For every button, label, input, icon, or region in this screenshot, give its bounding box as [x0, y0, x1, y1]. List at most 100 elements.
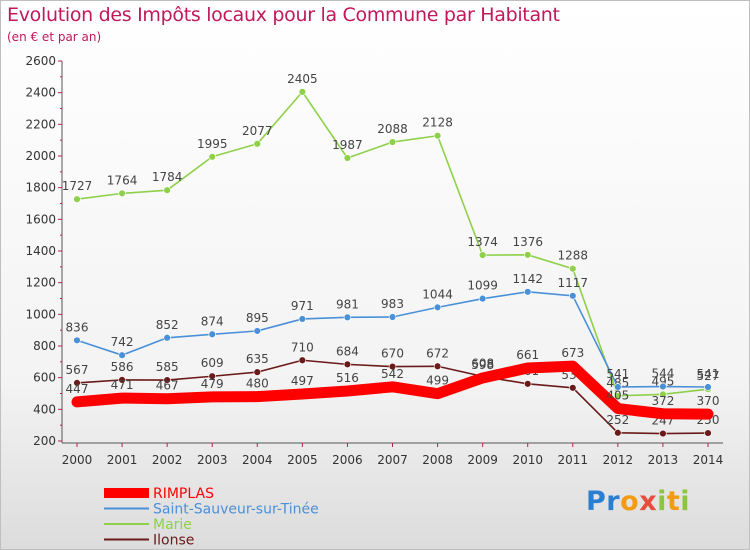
x-tick-label: 2001: [107, 453, 138, 467]
data-point: [433, 303, 442, 312]
data-point: [703, 409, 713, 419]
data-point: [388, 313, 397, 321]
data-point: [298, 356, 307, 364]
legend: RIMPLASSaint-Sauveur-sur-TinéeMarieIlons…: [104, 486, 319, 549]
data-point: [568, 361, 578, 371]
data-label: 684: [336, 344, 359, 358]
data-label: 586: [111, 360, 134, 374]
x-tick-label: 2007: [377, 453, 408, 467]
y-tick-label: 1200: [25, 276, 56, 290]
data-label: 983: [381, 297, 404, 311]
data-label: 516: [336, 371, 359, 385]
data-point: [208, 153, 216, 161]
data-point: [658, 409, 668, 419]
data-label: 1099: [467, 279, 498, 293]
logo-letter: x: [639, 486, 658, 517]
data-label: 598: [471, 358, 494, 372]
x-tick-label: 2009: [467, 453, 498, 467]
series-rimplas: 447 471 467 479 480 497 516 542 499 598 661 673 405 3…: [66, 346, 720, 420]
data-label: 1288: [558, 249, 589, 263]
data-label: 2405: [287, 72, 318, 86]
data-point: [478, 294, 487, 303]
data-point: [253, 368, 261, 376]
data-label: 608: [471, 356, 494, 370]
data-point: [433, 132, 442, 140]
data-label: 673: [561, 346, 584, 360]
data-point: [704, 383, 712, 391]
data-point: [524, 288, 532, 296]
data-label: 542: [381, 367, 404, 381]
data-label: 874: [201, 314, 224, 328]
data-label: 527: [697, 369, 720, 383]
data-point: [207, 392, 217, 402]
data-label: 609: [201, 356, 224, 370]
data-point: [208, 330, 216, 338]
data-point: [297, 389, 307, 399]
data-label: 480: [246, 377, 269, 391]
x-tick-label: 2000: [62, 453, 93, 467]
data-point: [253, 140, 261, 148]
data-label: 742: [111, 335, 134, 349]
data-label: 544: [651, 367, 674, 381]
logo-letter: o: [620, 486, 640, 517]
data-point: [163, 376, 171, 384]
data-label: 370: [697, 394, 720, 408]
data-point: [118, 351, 126, 359]
data-label: 2128: [422, 116, 453, 130]
data-label: 499: [426, 374, 449, 388]
logo-letter: t: [666, 486, 681, 517]
data-label: 541: [606, 367, 629, 381]
y-tick-label: 1800: [25, 181, 56, 195]
data-label: 495: [651, 374, 674, 388]
data-label: 471: [111, 378, 134, 392]
data-label: 567: [66, 363, 89, 377]
data-point: [388, 362, 397, 371]
x-tick-label: 2013: [648, 453, 679, 467]
legend-label: Ilonse: [153, 533, 194, 549]
data-label: 1376: [512, 235, 543, 249]
data-label: 1987: [332, 138, 363, 152]
y-tick-label: 2600: [25, 54, 56, 68]
data-point: [569, 292, 577, 300]
data-point: [704, 429, 712, 437]
data-point: [478, 251, 487, 259]
x-tick-label: 2010: [512, 453, 543, 467]
data-point: [343, 154, 352, 162]
data-label: 1784: [152, 170, 183, 184]
data-point: [252, 392, 262, 402]
data-label: 710: [291, 340, 314, 354]
logo-letter: i: [657, 486, 667, 517]
legend-label: RIMPLAS: [153, 486, 214, 502]
x-tick-label: 2005: [287, 453, 318, 467]
data-point: [478, 373, 488, 383]
data-label: 1727: [62, 179, 93, 193]
data-point: [162, 394, 172, 404]
logo-letter: P: [586, 486, 607, 517]
data-label: 541: [697, 367, 720, 381]
data-label: 447: [66, 382, 89, 396]
data-label: 971: [291, 299, 314, 313]
data-point: [163, 186, 171, 194]
data-point: [118, 376, 126, 384]
data-label: 2088: [377, 122, 408, 136]
x-tick-label: 2014: [693, 453, 724, 467]
chart-title: Evolution des Impôts locaux pour la Comm…: [7, 4, 560, 26]
data-point: [208, 372, 216, 380]
y-tick-label: 1000: [25, 307, 56, 321]
data-point: [73, 195, 81, 203]
data-label: 670: [381, 347, 404, 361]
y-tick-label: 2000: [25, 149, 56, 163]
data-label: 1044: [422, 287, 453, 301]
x-tick-label: 2004: [242, 453, 273, 467]
x-tick-label: 2002: [152, 453, 183, 467]
data-point: [523, 363, 533, 373]
data-label: 1374: [467, 235, 498, 249]
legend-label: Saint-Sauveur-sur-Tinée: [153, 502, 319, 518]
data-point: [163, 334, 171, 342]
data-point: [72, 397, 82, 407]
x-tick-label: 2012: [603, 453, 634, 467]
data-point: [659, 390, 667, 398]
data-point: [117, 393, 127, 403]
data-point: [524, 380, 532, 388]
